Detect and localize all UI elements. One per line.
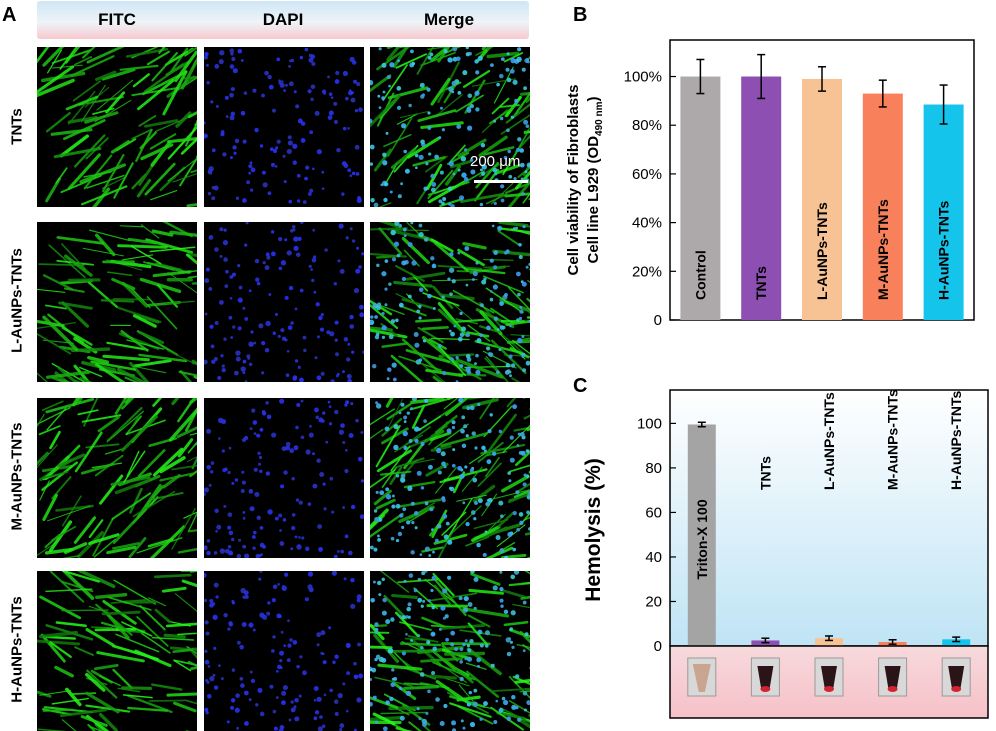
y-tick-label: 60	[645, 504, 662, 521]
panel-letter-a: A	[2, 4, 16, 27]
scale-bar	[474, 180, 528, 183]
category-label: H-AuNPs-TNTs	[936, 200, 952, 300]
y-tick-label: 0	[654, 312, 662, 329]
y-axis-title: Hemolysis (%)	[582, 458, 605, 602]
micrograph-dapi-1	[204, 47, 364, 207]
y-tick-label: 60%	[632, 166, 662, 183]
y-tick-label: 80	[645, 460, 662, 477]
tube-pellet	[951, 686, 961, 692]
row-label-tnts: TNTs	[9, 47, 26, 207]
row-label-m-aunps-tnts: M-AuNPs-TNTs	[9, 397, 26, 557]
y-tick-label: 20%	[632, 263, 662, 280]
tube-pellet	[824, 686, 834, 692]
micrograph-dapi-2	[204, 222, 364, 382]
scale-bar-label: 200 μm	[470, 153, 520, 170]
category-label: TNTs	[753, 266, 769, 300]
y-tick-label: 100	[637, 415, 662, 432]
micrograph-fitc-4	[37, 571, 197, 731]
y-tick-label: 40	[645, 549, 662, 566]
y-tick-label: 100%	[624, 69, 662, 86]
category-label: M-AuNPs-TNTs	[875, 199, 891, 300]
y-tick-label: 20	[645, 593, 662, 610]
category-label: Control	[692, 250, 708, 300]
micrograph-merge-4	[370, 571, 530, 731]
y-axis-title-line1: Cell viability of Fibroblasts	[565, 85, 582, 276]
y-tick-label: 40%	[632, 215, 662, 232]
category-label: TNTs	[757, 456, 773, 490]
column-header-dapi: DAPI	[218, 10, 348, 30]
category-label: M-AuNPs-TNTs	[885, 389, 901, 490]
column-header-fitc: FITC	[52, 10, 182, 30]
row-label-l-aunps-tnts: L-AuNPs-TNTs	[9, 221, 26, 381]
micrograph-dapi-3	[204, 398, 364, 558]
y-tick-label: 0	[654, 638, 662, 655]
micrograph-merge-2	[370, 222, 530, 382]
y-tick-label: 80%	[632, 117, 662, 134]
micrograph-fitc-1	[37, 47, 197, 207]
micrograph-merge-3	[370, 398, 530, 558]
viability-chart: 0 20% 40% 60% 80% 100% Control TNTs L-AuNPs-TNTs…	[560, 30, 990, 370]
tube-pellet	[888, 686, 898, 692]
category-label: Triton-X 100	[694, 499, 710, 579]
micrograph-merge-1	[370, 47, 530, 207]
micrograph-dapi-4	[204, 571, 364, 731]
micrograph-fitc-2	[37, 222, 197, 382]
panel-letter-b: B	[573, 4, 587, 27]
column-header-merge: Merge	[384, 10, 514, 30]
category-label: L-AuNPs-TNTs	[814, 202, 830, 300]
category-label: L-AuNPs-TNTs	[821, 392, 837, 490]
row-label-h-aunps-tnts: H-AuNPs-TNTs	[9, 570, 26, 730]
micrograph-fitc-3	[37, 398, 197, 558]
tube-pellet	[760, 686, 770, 692]
y-axis-title-line2: Cell line L929 (OD490 nm)	[585, 96, 605, 263]
category-label: H-AuNPs-TNTs	[948, 390, 964, 490]
hemolysis-chart: 0 20 40 60 80 100 Triton-X 100 TNTs L-AuNPs-TNTs…	[560, 380, 990, 720]
